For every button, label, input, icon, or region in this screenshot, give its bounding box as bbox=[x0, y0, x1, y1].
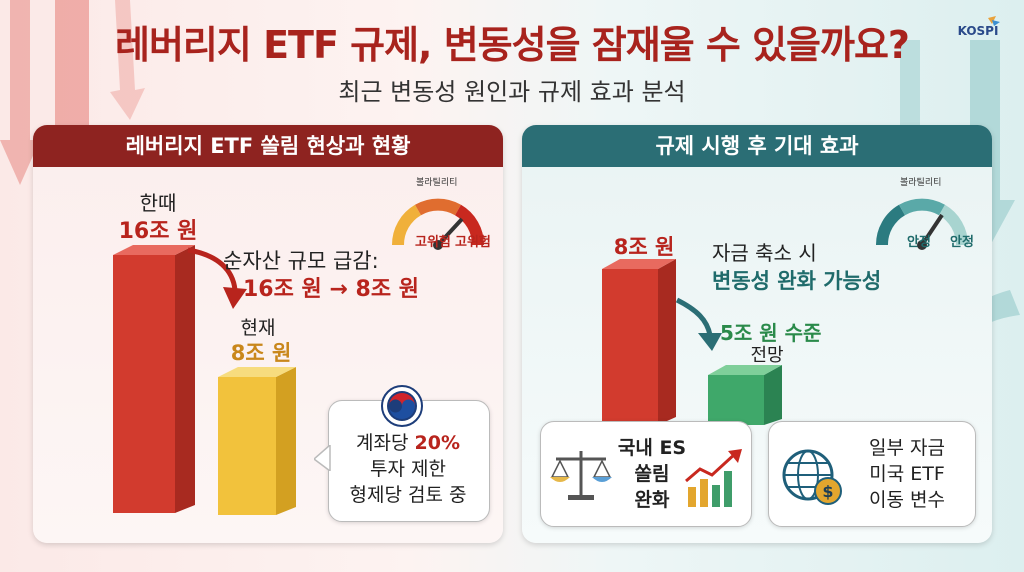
stability-gauge-icon: 볼라틸리티 bbox=[872, 175, 972, 255]
current-label: 현재 bbox=[240, 317, 276, 339]
left-panel-title: 레버리지 ETF 쏠림 현상과 현황 bbox=[33, 125, 503, 167]
change-line2: 16조 원 → 8조 원 bbox=[243, 277, 419, 302]
gauge-left-label: 고위험 bbox=[415, 235, 451, 250]
effect-line2: 변동성 완화 가능성 bbox=[712, 269, 882, 293]
page-subtitle: 최근 변동성 원인과 규제 효과 분석 bbox=[338, 78, 686, 106]
card2-line2: 미국 ETF bbox=[869, 463, 945, 485]
kospi-logo-icon: KOSPI bbox=[952, 14, 1004, 54]
gauge-right-label-right: 안정 bbox=[950, 235, 974, 250]
right-panel: 규제 시행 후 기대 효과 볼라틸리티 안정 안정 8조 원 자금 축소 시 변… bbox=[522, 125, 992, 543]
right-current-value: 8조 원 bbox=[613, 235, 675, 259]
decrease-arrow-icon-right bbox=[675, 297, 722, 351]
gauge-title: 볼라틸리티 bbox=[416, 178, 458, 188]
past-bar bbox=[113, 245, 195, 513]
svg-text:$: $ bbox=[822, 482, 833, 501]
gauge-title-right: 볼라틸리티 bbox=[900, 178, 942, 188]
card1-line2: 쏠림 bbox=[634, 463, 670, 485]
rising-chart-icon bbox=[685, 449, 742, 507]
gauge-left-label-right: 안정 bbox=[907, 235, 931, 250]
kospi-logo-text: KOSPI bbox=[957, 24, 999, 38]
effect-line1: 자금 축소 시 bbox=[712, 241, 817, 265]
gauge-right-label: 고위험 bbox=[455, 235, 491, 250]
right-current-bar bbox=[602, 259, 676, 425]
callout-line2: 투자 제한 bbox=[370, 458, 446, 480]
expected-value: 5조 원 수준 bbox=[720, 321, 822, 345]
past-label: 한때 bbox=[139, 191, 177, 215]
globe-dollar-icon: $ bbox=[782, 449, 842, 505]
current-bar bbox=[218, 367, 296, 515]
effect-card-domestic bbox=[540, 421, 752, 527]
volatility-gauge-icon: 볼라틸리티 bbox=[388, 175, 488, 255]
card1-line3: 완화 bbox=[634, 489, 670, 511]
callout-line1-prefix: 계좌당 bbox=[356, 432, 415, 454]
change-line1: 순자산 규모 급감: bbox=[223, 249, 379, 273]
card2-line3: 이동 변수 bbox=[869, 489, 945, 511]
right-panel-title: 규제 시행 후 기대 효과 bbox=[522, 125, 992, 167]
current-value: 8조 원 bbox=[230, 341, 292, 365]
decrease-arrow-icon bbox=[187, 247, 247, 309]
callout-line1: 계좌당 20% bbox=[328, 430, 488, 456]
card1-line1: 국내 ES bbox=[617, 437, 687, 459]
callout-line3: 형제당 검토 중 bbox=[349, 484, 467, 506]
balance-scale-icon bbox=[550, 451, 612, 500]
card2-line1: 일부 자금 bbox=[869, 437, 945, 459]
callout-pointer bbox=[314, 445, 331, 471]
callout-line1-highlight: 20% bbox=[414, 432, 460, 454]
government-seal-icon bbox=[381, 385, 423, 427]
expected-bar bbox=[708, 365, 782, 425]
left-panel: 레버리지 ETF 쏠림 현상과 현황 볼라틸리티 고위험 고위험 한때 16조 … bbox=[33, 125, 503, 543]
past-value: 16조 원 bbox=[118, 219, 198, 244]
expected-label: 전망 bbox=[750, 345, 784, 366]
page-title: 레버리지 ETF 규제, 변동성을 잠재울 수 있을까요? bbox=[115, 23, 910, 67]
